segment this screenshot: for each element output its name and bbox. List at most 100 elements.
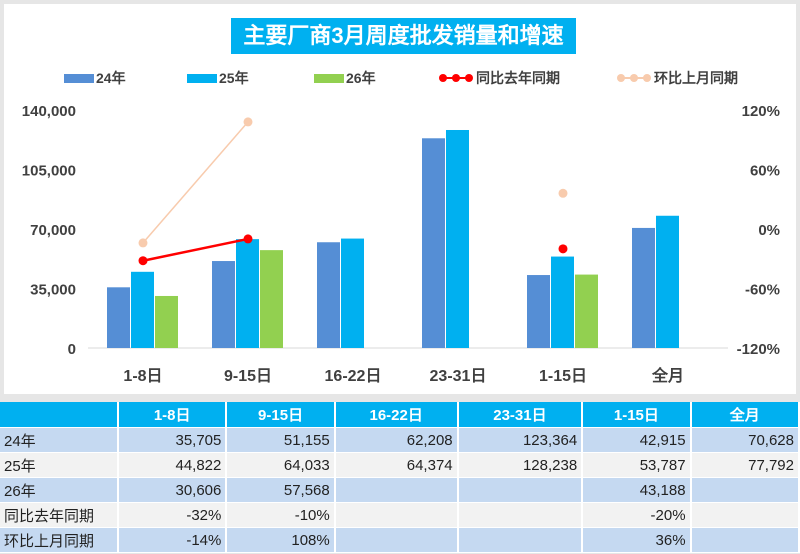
bar-24年 xyxy=(422,138,445,348)
y-right-tick: -120% xyxy=(737,341,780,358)
point-同比去年同期 xyxy=(138,256,148,266)
row-label: 24年 xyxy=(0,427,119,453)
x-tick-label: 1-8日 xyxy=(123,367,162,385)
point-环比上月同期 xyxy=(138,238,148,248)
table-cell xyxy=(334,502,459,528)
x-tick-label: 16-22日 xyxy=(325,367,382,385)
header-cell: 9-15日 xyxy=(226,402,336,428)
table-cell: 123,364 xyxy=(457,427,584,453)
table-cell: -20% xyxy=(582,502,692,528)
table-cell xyxy=(690,527,800,553)
table-cell: 57,568 xyxy=(226,477,336,503)
legend-label: 25年 xyxy=(219,70,249,86)
table-row: 24年 35,705 51,155 62,208 123,364 42,915 70,628 xyxy=(0,427,800,453)
legend-item: 25年 xyxy=(187,68,249,88)
plot: 0 35,000 70,000 105,000 140,000 -120% -60% 0% 60… xyxy=(22,103,780,385)
row-label: 环比上月同期 xyxy=(0,527,119,553)
point-环比上月同期 xyxy=(243,117,253,127)
bar-24年 xyxy=(527,275,550,348)
bar-25年 xyxy=(551,256,574,348)
row-label: 同比去年同期 xyxy=(0,502,119,528)
bar-24年 xyxy=(632,227,655,348)
table-cell: 128,238 xyxy=(457,452,584,478)
x-tick-label: 23-31日 xyxy=(430,367,487,385)
header-cell: 23-31日 xyxy=(457,402,584,428)
header-cell: 1-15日 xyxy=(582,402,692,428)
point-同比去年同期 xyxy=(243,234,253,244)
y-left-tick: 105,000 xyxy=(22,163,76,180)
y-right-tick: -60% xyxy=(745,282,780,299)
table-cell xyxy=(457,527,584,553)
table-cell: -32% xyxy=(118,502,228,528)
table-cell: 35,705 xyxy=(118,427,228,453)
table-row: 同比去年同期 -32% -10% -20% xyxy=(0,502,800,528)
table-cell: -14% xyxy=(118,527,228,553)
table-cell: -10% xyxy=(226,502,336,528)
legend-item: 26年 xyxy=(314,68,376,88)
table-cell: 30,606 xyxy=(118,477,228,503)
table-cell: 51,155 xyxy=(226,427,336,453)
bar-24年 xyxy=(317,242,340,348)
chart-area: 0 35,000 70,000 105,000 140,000 -120% -60% 0% 60… xyxy=(4,4,796,394)
header-cell: 16-22日 xyxy=(334,402,459,428)
table-cell: 64,374 xyxy=(334,452,459,478)
data-table: 1-8日 9-15日 16-22日 23-31日 1-15日 全月 24年 35,705 51,… xyxy=(0,402,800,553)
row-label: 26年 xyxy=(0,477,119,503)
table-cell: 42,915 xyxy=(582,427,692,453)
x-tick-label: 1-15日 xyxy=(539,367,587,385)
table-row: 26年 30,606 57,568 43,188 xyxy=(0,477,800,503)
row-label: 25年 xyxy=(0,452,119,478)
chart-title: 主要厂商3月周度批发销量和增速 xyxy=(231,18,576,54)
legend-label: 同比去年同期 xyxy=(476,70,560,86)
legend-item: 环比上月同期 xyxy=(616,68,738,88)
x-tick-label: 全月 xyxy=(651,366,684,385)
legend-swatch xyxy=(314,73,344,83)
header-cell: 1-8日 xyxy=(118,402,228,428)
table-cell: 108% xyxy=(226,527,336,553)
y-left-tick: 35,000 xyxy=(30,282,76,299)
bar-25年 xyxy=(446,129,469,348)
table-cell: 43,188 xyxy=(582,477,692,503)
bar-25年 xyxy=(341,238,364,348)
table-cell: 44,822 xyxy=(118,452,228,478)
legend-swatch xyxy=(187,73,217,83)
legend-label: 24年 xyxy=(96,70,126,86)
x-tick-label: 9-15日 xyxy=(224,367,272,385)
y-left-tick: 70,000 xyxy=(30,222,76,239)
point-环比上月同期 xyxy=(558,188,568,198)
bar-25年 xyxy=(236,239,259,348)
y-right-tick: 60% xyxy=(750,163,780,180)
table-cell: 62,208 xyxy=(334,427,459,453)
bar-24年 xyxy=(212,261,235,348)
line-segment-同比去年同期 xyxy=(142,237,249,262)
bar-25年 xyxy=(656,215,679,348)
legend-item: 24年 xyxy=(64,68,126,88)
bar-26年 xyxy=(260,250,283,348)
line-segment-环比上月同期 xyxy=(142,121,249,244)
table-row: 环比上月同期 -14% 108% 36% xyxy=(0,527,800,553)
table-cell: 64,033 xyxy=(226,452,336,478)
bar-25年 xyxy=(131,271,154,348)
table-cell xyxy=(690,477,800,503)
legend-label: 26年 xyxy=(346,70,376,86)
point-同比去年同期 xyxy=(558,244,568,254)
table-header: 1-8日 9-15日 16-22日 23-31日 1-15日 全月 xyxy=(0,402,800,428)
table-cell xyxy=(457,477,584,503)
y-right-tick: 0% xyxy=(758,222,780,239)
table-cell xyxy=(690,502,800,528)
legend-swatch xyxy=(64,73,94,83)
table-cell xyxy=(334,477,459,503)
legend-line-icon xyxy=(439,74,473,82)
legend-label: 环比上月同期 xyxy=(654,70,738,86)
bar-26年 xyxy=(155,295,178,348)
table-cell: 36% xyxy=(582,527,692,553)
legend-line-icon xyxy=(617,74,651,82)
y-left-tick: 0 xyxy=(68,341,76,358)
y-right-tick: 120% xyxy=(742,103,780,120)
legend-item: 同比去年同期 xyxy=(438,68,560,88)
bar-24年 xyxy=(107,287,130,348)
table-cell: 53,787 xyxy=(582,452,692,478)
header-cell: 全月 xyxy=(690,402,800,428)
y-left-tick: 140,000 xyxy=(22,103,76,120)
table-cell xyxy=(457,502,584,528)
